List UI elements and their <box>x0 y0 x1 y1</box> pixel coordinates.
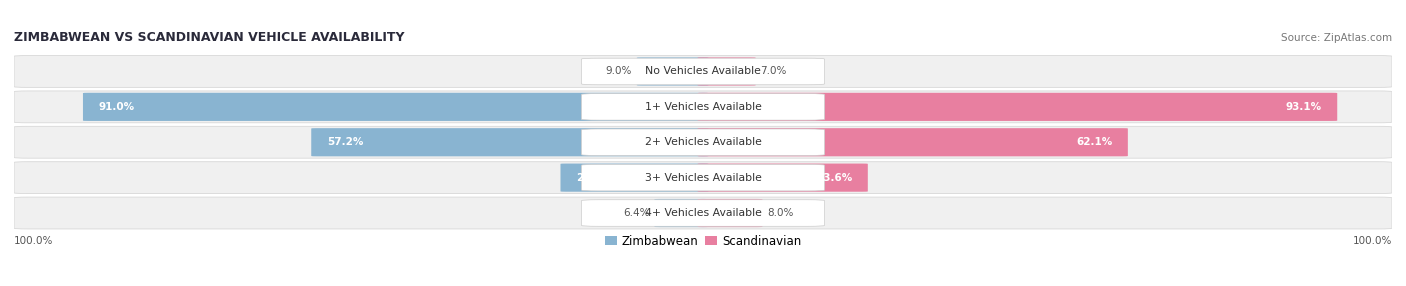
FancyBboxPatch shape <box>311 128 709 156</box>
FancyBboxPatch shape <box>14 55 1392 88</box>
Text: 6.4%: 6.4% <box>623 208 650 218</box>
Text: 3+ Vehicles Available: 3+ Vehicles Available <box>644 173 762 183</box>
FancyBboxPatch shape <box>582 58 824 85</box>
FancyBboxPatch shape <box>582 164 824 191</box>
FancyBboxPatch shape <box>582 94 824 120</box>
FancyBboxPatch shape <box>561 164 709 192</box>
Text: 93.1%: 93.1% <box>1285 102 1322 112</box>
Text: 100.0%: 100.0% <box>14 236 53 246</box>
Text: 7.0%: 7.0% <box>761 66 787 76</box>
Text: 1+ Vehicles Available: 1+ Vehicles Available <box>644 102 762 112</box>
FancyBboxPatch shape <box>14 162 1392 194</box>
FancyBboxPatch shape <box>654 199 709 227</box>
Legend: Zimbabwean, Scandinavian: Zimbabwean, Scandinavian <box>605 235 801 248</box>
Text: 100.0%: 100.0% <box>1353 236 1392 246</box>
FancyBboxPatch shape <box>637 57 709 86</box>
Text: 9.0%: 9.0% <box>606 66 633 76</box>
Text: 20.3%: 20.3% <box>576 173 612 183</box>
Text: 23.6%: 23.6% <box>815 173 852 183</box>
Text: Source: ZipAtlas.com: Source: ZipAtlas.com <box>1281 33 1392 43</box>
FancyBboxPatch shape <box>83 93 709 121</box>
Text: 57.2%: 57.2% <box>326 137 363 147</box>
FancyBboxPatch shape <box>14 126 1392 158</box>
FancyBboxPatch shape <box>582 129 824 156</box>
Text: 2+ Vehicles Available: 2+ Vehicles Available <box>644 137 762 147</box>
FancyBboxPatch shape <box>697 93 1337 121</box>
Text: ZIMBABWEAN VS SCANDINAVIAN VEHICLE AVAILABILITY: ZIMBABWEAN VS SCANDINAVIAN VEHICLE AVAIL… <box>14 31 405 44</box>
FancyBboxPatch shape <box>697 199 762 227</box>
Text: 8.0%: 8.0% <box>768 208 793 218</box>
Text: 62.1%: 62.1% <box>1076 137 1112 147</box>
Text: 4+ Vehicles Available: 4+ Vehicles Available <box>644 208 762 218</box>
FancyBboxPatch shape <box>14 197 1392 229</box>
FancyBboxPatch shape <box>697 128 1128 156</box>
FancyBboxPatch shape <box>14 91 1392 123</box>
FancyBboxPatch shape <box>582 200 824 226</box>
FancyBboxPatch shape <box>697 164 868 192</box>
Text: No Vehicles Available: No Vehicles Available <box>645 66 761 76</box>
FancyBboxPatch shape <box>697 57 755 86</box>
Text: 91.0%: 91.0% <box>98 102 135 112</box>
